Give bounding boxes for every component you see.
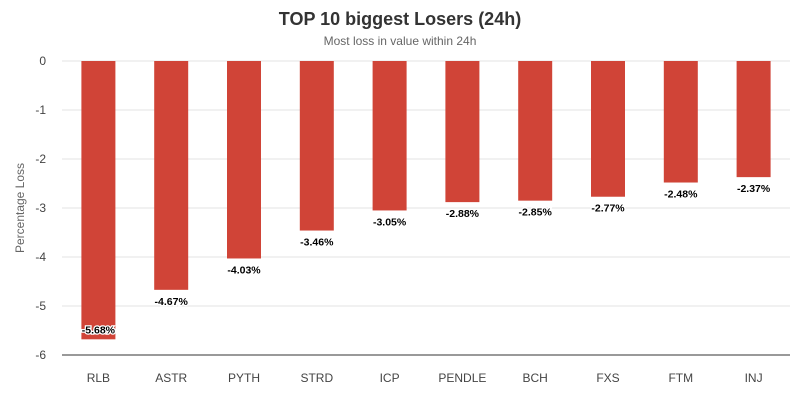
y-tick-label: 0 [39, 54, 46, 68]
bar [445, 61, 480, 203]
x-category-label: RLB [87, 371, 110, 385]
y-tick-label: -5 [35, 299, 46, 313]
bar [518, 61, 553, 201]
bar [154, 61, 189, 290]
x-category-label: FXS [596, 371, 619, 385]
x-category-label: PENDLE [438, 371, 486, 385]
x-category-label: FTM [668, 371, 693, 385]
data-label: -5.68% [82, 324, 116, 336]
x-category-label: PYTH [228, 371, 260, 385]
data-label: -2.48% [664, 189, 698, 201]
data-label: -3.46% [300, 237, 334, 249]
y-axis-label: Percentage Loss [13, 163, 27, 253]
x-category-label: ICP [380, 371, 400, 385]
y-tick-label: -2 [35, 152, 46, 166]
y-tick-label: -4 [35, 250, 46, 264]
bar [591, 61, 625, 197]
data-label: -2.88% [446, 208, 480, 220]
bar [299, 61, 334, 231]
bar [372, 61, 407, 211]
data-label: -4.67% [155, 296, 189, 308]
chart-subtitle: Most loss in value within 24h [324, 34, 477, 48]
bar [736, 61, 771, 178]
x-axis-categories: RLB ASTR PYTH STRD ICP PENDLE BCH FXS FTM INJ [87, 371, 763, 385]
bar [227, 61, 261, 259]
data-label: -2.77% [591, 203, 625, 215]
data-label: -3.05% [373, 216, 407, 228]
y-tick-label: -6 [35, 348, 46, 362]
y-tick-label: -3 [35, 201, 46, 215]
x-category-label: INJ [745, 371, 763, 385]
x-category-label: STRD [300, 371, 333, 385]
data-label: -2.37% [737, 183, 771, 195]
y-axis-ticks: 0 -1 -2 -3 -4 -5 -6 [35, 54, 46, 362]
data-label: -4.03% [227, 264, 261, 276]
chart-title: TOP 10 biggest Losers (24h) [279, 9, 521, 29]
bars [81, 61, 771, 340]
data-labels: -5.68% -4.67% -4.03% -3.46% -3.05% -2.88% -2.8… [81, 182, 773, 338]
x-category-label: BCH [523, 371, 548, 385]
x-category-label: ASTR [155, 371, 187, 385]
bar [663, 61, 698, 183]
y-tick-label: -1 [35, 103, 46, 117]
data-label: -2.85% [519, 207, 553, 219]
bar [81, 61, 116, 340]
